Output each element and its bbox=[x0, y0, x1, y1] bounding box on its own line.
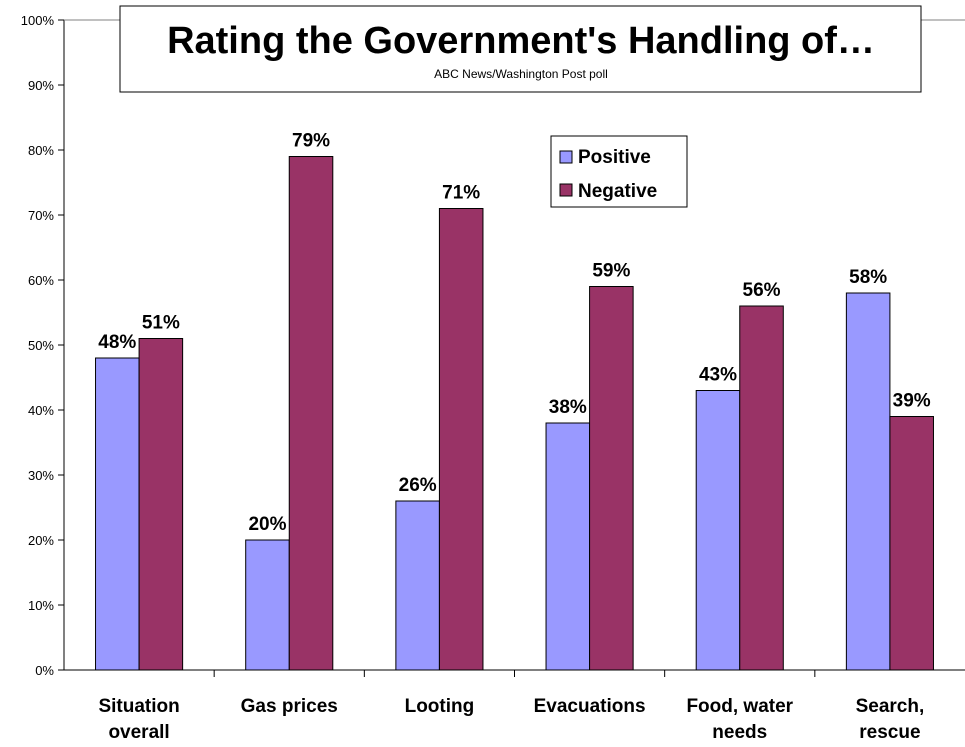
x-tick-label: overall bbox=[108, 722, 169, 743]
y-tick-label: 100% bbox=[21, 13, 55, 28]
legend-swatch-positive bbox=[559, 150, 573, 164]
y-tick-label: 20% bbox=[28, 533, 54, 548]
bar-positive bbox=[695, 390, 741, 671]
y-tick-label: 40% bbox=[28, 403, 54, 418]
x-axis-ticks: Situation overall Gas prices Looting Evacuat… bbox=[98, 670, 924, 743]
legend-label-positive: Positive bbox=[578, 147, 651, 168]
y-tick-label: 80% bbox=[28, 143, 54, 158]
data-label-negative: 56% bbox=[743, 280, 781, 301]
data-label-negative: 39% bbox=[893, 391, 931, 412]
bar-negative bbox=[288, 156, 334, 671]
data-label-positive: 58% bbox=[849, 267, 887, 288]
bar-negative bbox=[138, 338, 184, 671]
bar-positive bbox=[845, 292, 891, 671]
legend: Positive Negative bbox=[550, 135, 688, 208]
legend-swatch-negative bbox=[559, 183, 573, 197]
bar-positive bbox=[95, 357, 140, 671]
bar-positive bbox=[395, 500, 440, 671]
bar-negative bbox=[739, 305, 784, 671]
data-label-positive: 20% bbox=[248, 514, 286, 535]
y-tick-label: 90% bbox=[28, 78, 54, 93]
data-labels: 48% 51% 20% 79% 26% 71% 38% 59% 43% 56% 58% 39% bbox=[98, 131, 931, 536]
data-label-negative: 59% bbox=[592, 261, 630, 282]
y-tick-label: 70% bbox=[28, 208, 54, 223]
data-label-negative: 71% bbox=[442, 183, 480, 204]
legend-label-negative: Negative bbox=[578, 181, 657, 202]
data-label-positive: 43% bbox=[699, 365, 737, 386]
bar-negative bbox=[438, 208, 484, 671]
y-tick-label: 60% bbox=[28, 273, 54, 288]
y-tick-label: 50% bbox=[28, 338, 54, 353]
data-label-negative: 51% bbox=[142, 313, 180, 334]
x-tick-label: Food, water bbox=[686, 696, 793, 717]
bar-positive bbox=[545, 422, 591, 671]
title-box: Rating the Government's Handling of… ABC… bbox=[119, 5, 922, 93]
x-tick-label: rescue bbox=[859, 722, 920, 743]
x-tick-label: needs bbox=[712, 722, 767, 743]
x-tick-label: Situation bbox=[98, 696, 179, 717]
x-tick-label: Search, bbox=[856, 696, 925, 717]
y-tick-label: 30% bbox=[28, 468, 54, 483]
y-tick-label: 0% bbox=[35, 663, 54, 678]
chart-subtitle: ABC News/Washington Post poll bbox=[434, 67, 608, 81]
x-tick-label: Gas prices bbox=[241, 696, 338, 717]
x-tick-label: Looting bbox=[405, 696, 475, 717]
bars bbox=[95, 156, 934, 671]
y-tick-label: 10% bbox=[28, 598, 54, 613]
x-tick-label: Evacuations bbox=[534, 696, 646, 717]
bar-negative bbox=[589, 286, 634, 671]
chart-title: Rating the Government's Handling of… bbox=[167, 20, 875, 62]
data-label-positive: 38% bbox=[549, 397, 587, 418]
bar-positive bbox=[245, 539, 290, 671]
data-label-positive: 26% bbox=[399, 475, 437, 496]
data-label-negative: 79% bbox=[292, 131, 330, 152]
data-label-positive: 48% bbox=[98, 332, 136, 353]
bar-negative bbox=[889, 416, 934, 671]
y-axis-ticks: 0% 10% 20% 30% 40% 50% 60% 70% 80% 90% 100% bbox=[21, 13, 64, 678]
